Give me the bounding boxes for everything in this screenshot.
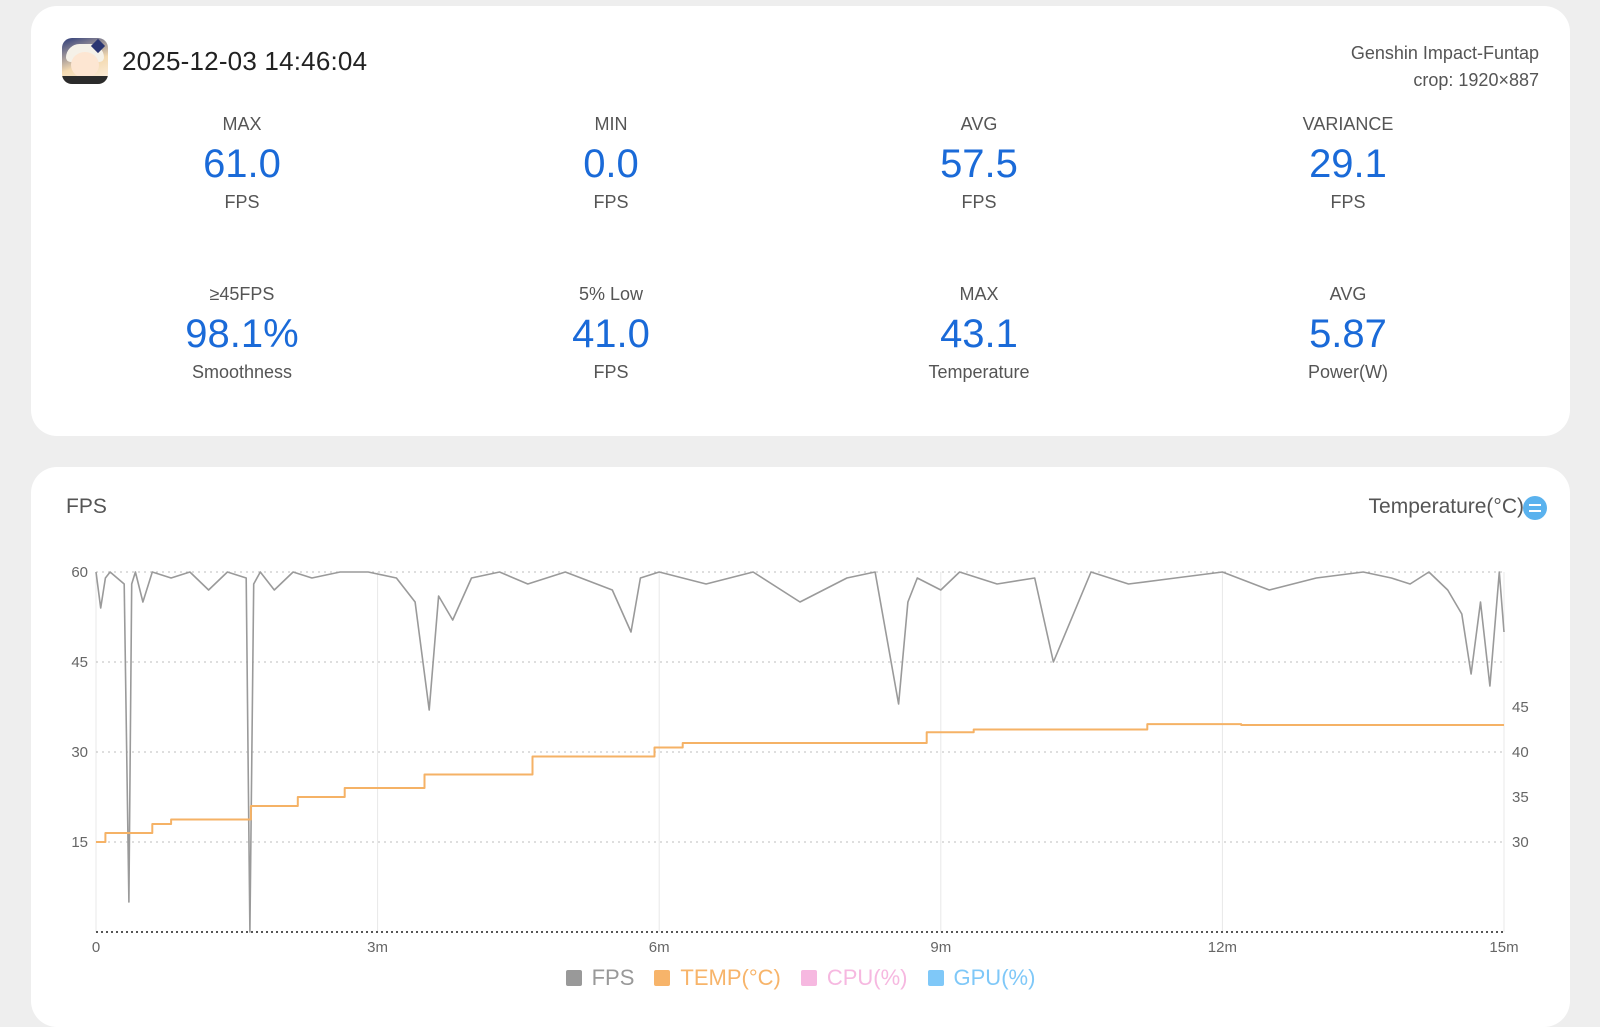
stat-unit: FPS (1330, 192, 1366, 212)
chart-left-axis-title: FPS (66, 495, 107, 518)
stat-label: VARIANCE (1302, 114, 1394, 134)
x-tick-label: 15m (1489, 939, 1518, 956)
x-tick-label: 3m (367, 939, 388, 956)
y-right-tick-label: 40 (1512, 744, 1529, 761)
session-meta: Genshin Impact-Funtap crop: 1920×887 (1351, 40, 1539, 94)
stat-label: AVG (960, 114, 998, 134)
x-tick-label: 9m (930, 939, 951, 956)
stat-unit: Temperature (928, 362, 1030, 382)
stat-label: MIN (594, 114, 628, 134)
stat-value: 0.0 (583, 142, 639, 186)
stat-label: 5% Low (578, 284, 644, 304)
x-tick-label: 0 (92, 939, 100, 956)
legend-item-fps[interactable]: FPS (565, 965, 635, 991)
legend-item-cpu[interactable]: CPU(%) (800, 965, 908, 991)
stat-5pct-low: 5% Low 41.0 FPS (461, 284, 761, 383)
stat-max-fps: MAX 61.0 FPS (92, 114, 392, 213)
game-avatar-icon (62, 38, 108, 84)
swap-axis-icon[interactable] (1523, 496, 1547, 520)
y-left-tick-label: 45 (71, 654, 88, 671)
stat-min-fps: MIN 0.0 FPS (461, 114, 761, 213)
stat-unit: FPS (961, 192, 997, 212)
crop-size: crop: 1920×887 (1413, 70, 1539, 90)
y-left-tick-label: 30 (71, 744, 88, 761)
stat-value: 61.0 (203, 142, 281, 186)
stat-label: ≥45FPS (209, 284, 275, 304)
stat-value: 29.1 (1309, 142, 1387, 186)
stat-value: 98.1% (185, 312, 299, 356)
fps-series-line (95, 571, 1505, 933)
y-right-tick-label: 45 (1512, 699, 1529, 716)
temperature-series-line (96, 723, 1504, 843)
stat-unit: FPS (593, 362, 629, 382)
chart-legend: FPS TEMP(°C) CPU(%) GPU(%) (31, 965, 1570, 991)
legend-label: FPS (591, 965, 635, 990)
legend-label: GPU(%) (953, 965, 1036, 990)
app-name: Genshin Impact-Funtap (1350, 43, 1539, 63)
stat-unit: Smoothness (191, 362, 293, 382)
legend-swatch (927, 970, 944, 986)
session-datetime: 2025-12-03 14:46:04 (122, 45, 368, 76)
stat-value: 43.1 (940, 312, 1018, 356)
stat-max-temperature: MAX 43.1 Temperature (829, 284, 1129, 383)
x-tick-label: 6m (649, 939, 670, 956)
stat-smoothness: ≥45FPS 98.1% Smoothness (92, 284, 392, 383)
stat-avg-fps: AVG 57.5 FPS (829, 114, 1129, 213)
stat-label: MAX (959, 284, 999, 304)
stat-unit: Power(W) (1308, 362, 1388, 382)
stat-value: 57.5 (940, 142, 1018, 186)
legend-item-gpu[interactable]: GPU(%) (927, 965, 1036, 991)
stat-variance-fps: VARIANCE 29.1 FPS (1198, 114, 1498, 213)
stat-label: MAX (222, 114, 262, 134)
x-tick-label: 12m (1208, 939, 1237, 956)
stat-avg-power: AVG 5.87 Power(W) (1198, 284, 1498, 383)
session-header: 2025-12-03 14:46:04 (62, 38, 367, 84)
y-right-tick-label: 30 (1512, 834, 1529, 851)
y-left-tick-label: 60 (71, 564, 88, 581)
legend-swatch (800, 970, 817, 986)
stat-unit: FPS (224, 192, 260, 212)
legend-item-temp[interactable]: TEMP(°C) (654, 965, 781, 991)
y-left-tick-label: 15 (71, 834, 88, 851)
fps-temperature-chart: 0 3m 6m 9m 12m 15m 15 30 45 60 30 35 40 45 (71, 564, 1529, 956)
legend-swatch (565, 970, 582, 986)
stat-unit: FPS (593, 192, 629, 212)
legend-swatch (654, 970, 671, 986)
stat-value: 5.87 (1309, 312, 1387, 356)
stat-label: AVG (1329, 284, 1367, 304)
legend-label: TEMP(°C) (680, 965, 781, 990)
chart-card: FPS Temperature(°C) 0 3m 6m 9m 12m 15m 15 30 45 6… (31, 467, 1570, 1027)
chart-right-axis-title: Temperature(°C) (1368, 495, 1524, 518)
summary-card: 2025-12-03 14:46:04 Genshin Impact-Funta… (31, 6, 1570, 436)
y-right-tick-label: 35 (1512, 789, 1529, 806)
stat-value: 41.0 (572, 312, 650, 356)
legend-label: CPU(%) (826, 965, 908, 990)
